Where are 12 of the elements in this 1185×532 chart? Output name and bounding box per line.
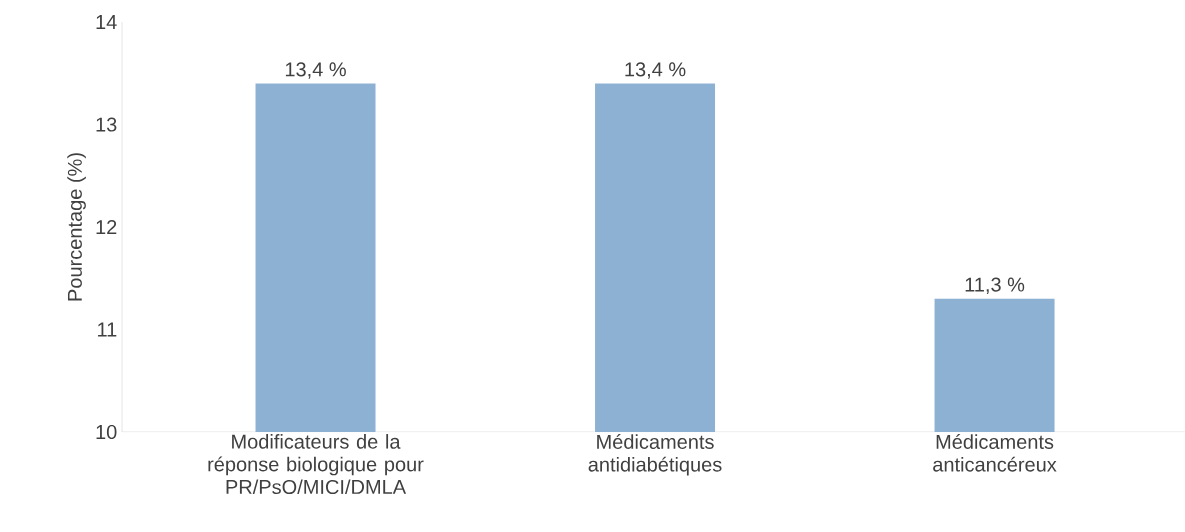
x-tick-label: Médicaments antidiabétiques — [588, 434, 722, 476]
x-tick-label: Modificateurs de la réponse biologique pour PR/PsO/MICI/DMLA — [208, 434, 424, 495]
data-label: 13,4 % — [285, 62, 346, 79]
y-tick-label: 14 — [96, 15, 117, 29]
data-label: 11,3 % — [965, 277, 1025, 295]
y-tick-label: 10 — [96, 424, 117, 440]
y-tick-label: 13 — [96, 117, 117, 132]
data-label: 13,4 % — [625, 62, 686, 79]
y-tick-label: 11 — [98, 322, 117, 337]
y-axis-title: Pourcentage (%) — [67, 153, 86, 301]
y-tick-label: 12 — [96, 220, 117, 234]
x-tick-label: Médicaments anticancéreux — [933, 434, 1057, 472]
